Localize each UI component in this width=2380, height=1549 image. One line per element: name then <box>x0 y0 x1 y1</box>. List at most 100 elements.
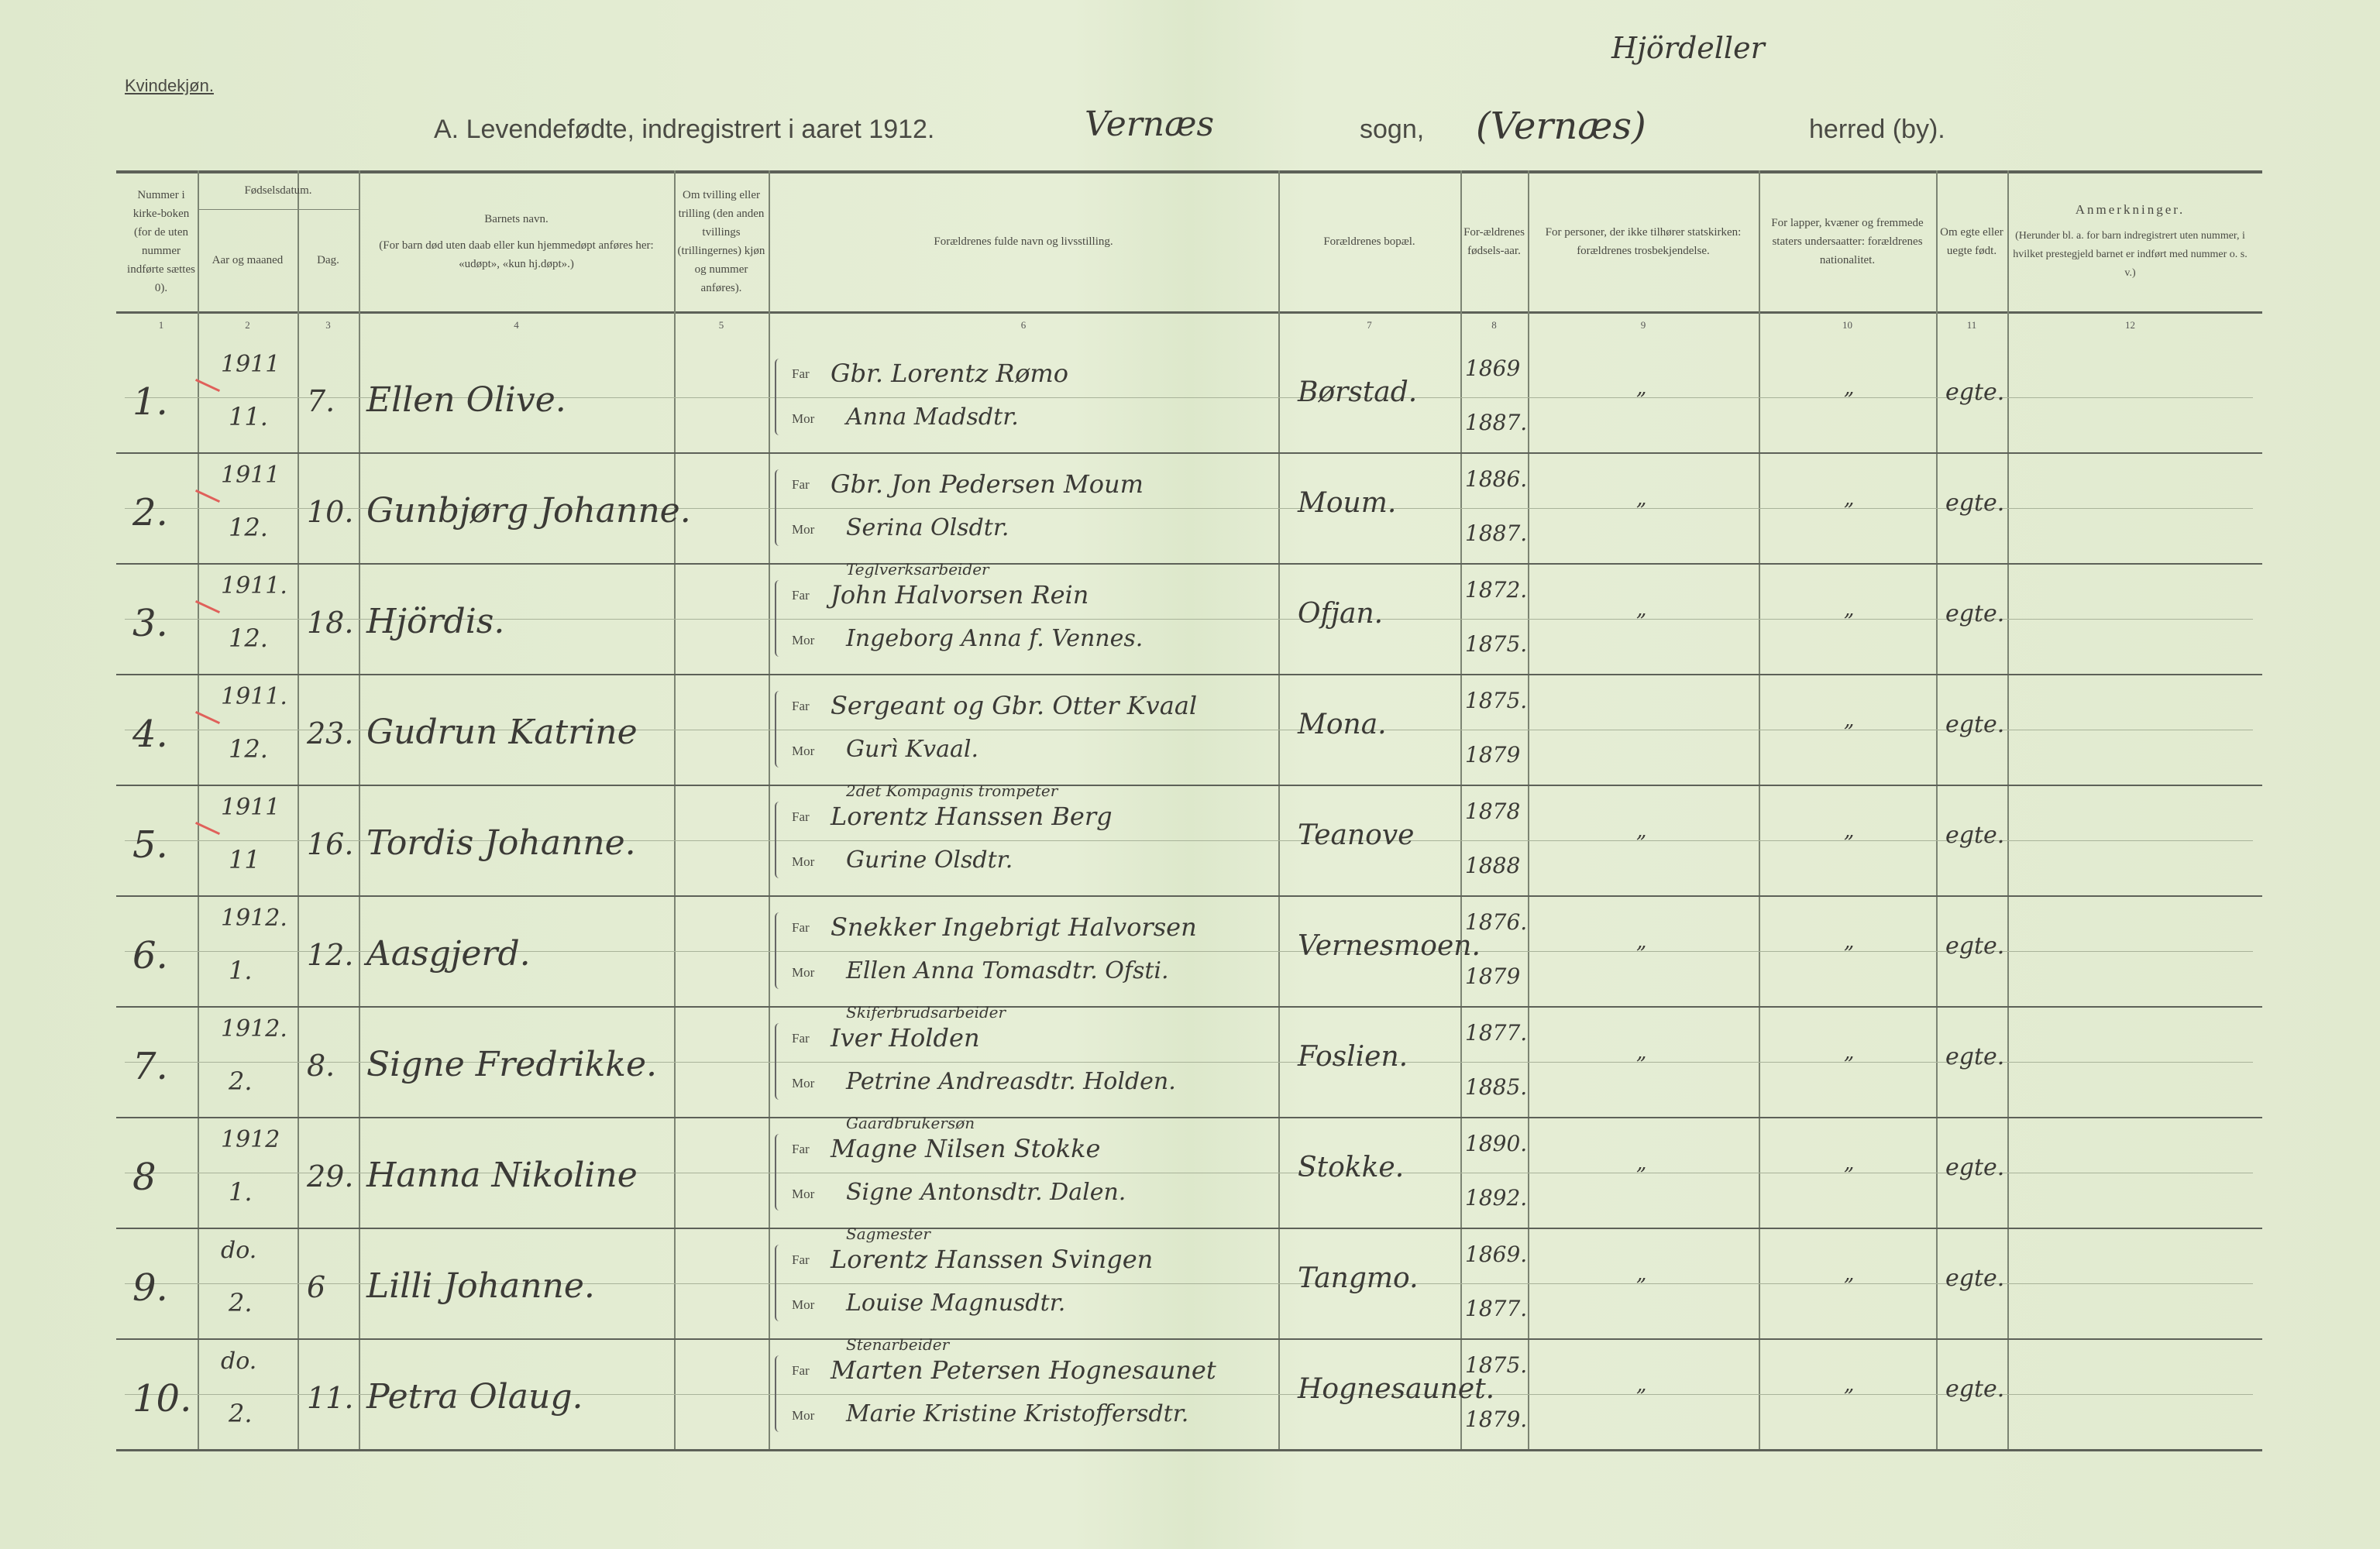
father-birth-year: 1869 <box>1465 355 1521 381</box>
far-label: Far <box>792 477 810 492</box>
column-number: 9 <box>1640 319 1646 331</box>
row-midline <box>125 950 2253 952</box>
brace-icon <box>775 359 779 435</box>
column-number: 2 <box>245 319 250 331</box>
father-name: Sergeant og Gbr. Otter Kvaal <box>831 691 1198 720</box>
father-birth-year: 1876. <box>1465 909 1528 935</box>
legitimacy: egte. <box>1945 600 2005 627</box>
row-midline <box>125 840 2253 841</box>
mother-name: Signe Antonsdtr. Dalen. <box>846 1179 1126 1206</box>
column-header-6: Forældrenes fulde navn og livsstilling. <box>769 175 1278 308</box>
row-rule <box>116 563 2262 565</box>
entry-number: 5. <box>132 823 168 867</box>
father-birth-year: 1875. <box>1465 688 1528 713</box>
birth-year: 1911 <box>221 351 280 378</box>
column-divider <box>359 170 360 1449</box>
column-header-11: Om egte eller uegte født. <box>1936 175 2007 308</box>
mor-label: Mor <box>792 965 815 980</box>
child-name: Lilli Johanne. <box>366 1266 595 1306</box>
column-divider <box>1936 170 1938 1449</box>
column-divider <box>298 170 299 1449</box>
father-name: Lorentz Hanssen Svingen <box>831 1245 1154 1274</box>
sogn-label: sogn, <box>1360 115 1425 144</box>
birth-year: do. <box>221 1348 257 1375</box>
mor-label: Mor <box>792 1187 815 1201</box>
column-divider <box>1528 170 1529 1449</box>
legitimacy: egte. <box>1945 1265 2005 1292</box>
column-number: 12 <box>2125 319 2135 331</box>
entry-number: 10. <box>132 1377 192 1420</box>
column-number: 10 <box>1842 319 1852 331</box>
mother-birth-year: 1879. <box>1465 1406 1528 1432</box>
mother-birth-year: 1879 <box>1465 963 1521 989</box>
religion-ditto: „ <box>1636 1041 1647 1064</box>
residence: Mona. <box>1298 709 1387 740</box>
entry-number: 2. <box>132 491 168 534</box>
brace-icon <box>775 469 779 546</box>
legitimacy: egte. <box>1945 1376 2005 1403</box>
birth-year: 1912. <box>221 905 287 932</box>
father-occupation: 2det Kompagnis trompeter <box>846 781 1058 800</box>
column-number: 1 <box>158 319 164 331</box>
legitimacy: egte. <box>1945 1043 2005 1070</box>
nationality-ditto: „ <box>1844 1152 1855 1175</box>
mother-birth-year: 1887. <box>1465 410 1528 435</box>
father-birth-year: 1878 <box>1465 799 1521 824</box>
column-divider <box>2007 170 2009 1449</box>
nationality-ditto: „ <box>1844 376 1855 400</box>
birth-month: 12. <box>229 623 268 653</box>
mor-label: Mor <box>792 411 815 426</box>
row-midline <box>125 507 2253 509</box>
father-birth-year: 1869. <box>1465 1242 1528 1267</box>
entry-number: 8 <box>132 1156 156 1199</box>
column-number: 5 <box>718 319 724 331</box>
birth-day: 16. <box>307 827 354 861</box>
row-rule <box>116 452 2262 454</box>
mother-name: Ellen Anna Tomasdtr. Ofsti. <box>846 957 1169 984</box>
nationality-ditto: „ <box>1844 930 1855 953</box>
child-name: Gunbjørg Johanne. <box>366 491 691 531</box>
nationality-ditto: „ <box>1844 819 1855 843</box>
religion-ditto: „ <box>1636 1152 1647 1175</box>
child-name: Ellen Olive. <box>366 380 566 420</box>
brace-icon <box>775 580 779 657</box>
table-top-rule <box>116 170 2262 173</box>
column-header-10: For lapper, kvæner og fremmede staters u… <box>1759 175 1936 308</box>
row-rule <box>116 785 2262 786</box>
row-midline <box>125 1283 2253 1284</box>
mor-label: Mor <box>792 633 815 647</box>
column-header-text: Forældrenes bopæl. <box>1323 235 1415 248</box>
birth-day: 11. <box>307 1381 354 1415</box>
column-number: 3 <box>325 319 331 331</box>
residence: Stokke. <box>1298 1152 1405 1183</box>
mother-birth-year: 1885. <box>1465 1074 1528 1100</box>
residence: Hognesaunet. <box>1298 1373 1495 1405</box>
father-name: Snekker Ingebrigt Halvorsen <box>831 912 1197 942</box>
child-name: Aasgjerd. <box>366 934 531 974</box>
birth-month: 2. <box>229 1288 253 1317</box>
mor-label: Mor <box>792 1297 815 1312</box>
far-label: Far <box>792 920 810 935</box>
nationality-ditto: „ <box>1844 1041 1855 1064</box>
column-header-3: Dag. <box>298 213 359 307</box>
mor-label: Mor <box>792 854 815 869</box>
brace-icon <box>775 1245 779 1321</box>
table-bottom-rule <box>116 1449 2262 1451</box>
column-divider <box>674 170 676 1449</box>
entry-number: 9. <box>132 1266 168 1310</box>
brace-icon <box>775 1134 779 1211</box>
row-rule <box>116 1338 2262 1340</box>
birth-month: 1. <box>229 1177 253 1207</box>
parish-name: Vernæs <box>1085 105 1215 144</box>
birth-year: 1912. <box>221 1015 287 1042</box>
father-occupation: Stenarbeider <box>846 1335 950 1354</box>
brace-icon <box>775 912 779 989</box>
column-header-9: For personer, der ikke tilhører statskir… <box>1528 175 1759 308</box>
mor-label: Mor <box>792 1076 815 1090</box>
column-number: 6 <box>1020 319 1027 331</box>
birth-year: do. <box>221 1237 257 1264</box>
column-divider <box>769 170 770 1449</box>
herred-label: herred (by). <box>1809 115 1945 144</box>
birth-day: 7. <box>307 384 335 418</box>
